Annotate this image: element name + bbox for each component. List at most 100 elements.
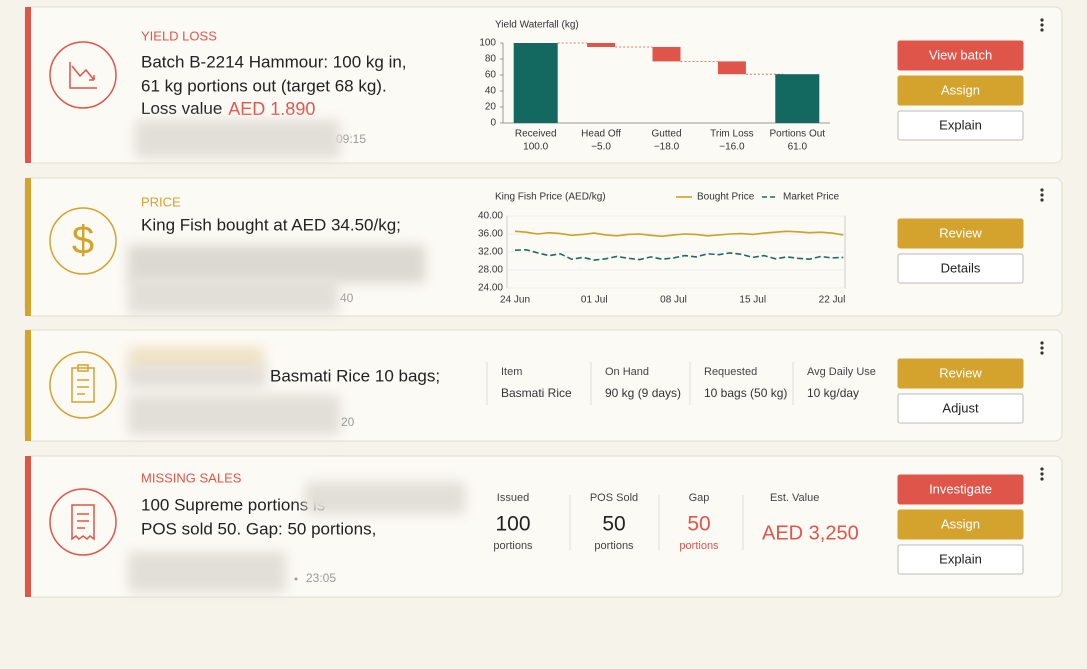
button-label: Review: [939, 225, 982, 240]
x-tick-label: Head Off: [581, 129, 621, 140]
time: 20: [341, 415, 355, 429]
value-label: −5.0: [591, 142, 611, 153]
text-line: Basmati Rice 10 bags;: [270, 366, 440, 385]
button[interactable]: Details: [897, 253, 1024, 284]
table-header: Avg Daily Use: [807, 366, 876, 378]
tag: PRICE: [141, 194, 181, 209]
stat-label: Issued: [497, 492, 529, 504]
x-tick-label: 01 Jul: [581, 295, 608, 306]
y-tick-label: 40.00: [478, 211, 503, 222]
tag: YIELD LOSS: [141, 28, 217, 43]
stat-value: AED 3,250: [762, 522, 859, 544]
bar: [587, 43, 616, 47]
x-tick-label: 08 Jul: [660, 295, 687, 306]
bar: [513, 43, 558, 123]
icon: [49, 351, 117, 419]
blur: [128, 552, 286, 592]
menu-dot: [1040, 198, 1044, 202]
value-label: 100.0: [523, 142, 548, 153]
y-tick-label: 60: [485, 70, 497, 81]
button-label: Investigate: [929, 481, 992, 496]
button-bg: [897, 358, 1024, 389]
value-label: −16.0: [719, 142, 745, 153]
y-tick-label: 80: [485, 54, 497, 65]
button[interactable]: Review: [897, 218, 1024, 249]
stat-value: 100: [495, 513, 530, 536]
time: 40: [340, 291, 354, 305]
card: Basmati Rice 10 bags; 20 Item Basmati Ric…: [24, 329, 1063, 442]
blur: [128, 245, 425, 283]
icon: [49, 41, 117, 109]
y-tick-label: 0: [490, 118, 496, 129]
button[interactable]: Investigate: [897, 474, 1024, 505]
bar: [775, 74, 820, 123]
chart-title: Yield Waterfall (kg): [495, 20, 579, 31]
accent: [25, 330, 31, 441]
button-bg: [897, 218, 1024, 249]
blur: [128, 278, 338, 314]
button-label: Review: [939, 365, 982, 380]
blur: [128, 395, 340, 435]
table-value: Basmati Rice: [501, 386, 572, 400]
button-label: Explain: [939, 551, 982, 566]
x-tick-label: 22 Jul: [819, 295, 846, 306]
menu-dot: [1040, 18, 1044, 22]
text-line: Loss value AED 1.890: [141, 99, 315, 119]
text-line: 61 kg portions out (target 68 kg).: [141, 76, 387, 95]
icon-glyph: [71, 364, 95, 403]
y-tick-label: 100: [479, 38, 496, 49]
menu-dot: [1040, 23, 1044, 27]
card: $ PRICE King Fish bought at AED 34.50/kg…: [24, 177, 1063, 317]
icon-glyph: $: [72, 219, 94, 263]
button-bg: [897, 75, 1024, 106]
button[interactable]: Adjust: [897, 393, 1024, 424]
button[interactable]: Explain: [897, 544, 1024, 575]
menu-dot: [1040, 467, 1044, 471]
button[interactable]: View batch: [897, 40, 1024, 71]
menu-dot: [1040, 341, 1044, 345]
menu-dot: [1040, 193, 1044, 197]
y-tick-label: 24.00: [478, 283, 503, 294]
table-header: Item: [501, 366, 522, 378]
button-bg: [897, 40, 1024, 71]
button-bg: [897, 253, 1024, 284]
button[interactable]: Assign: [897, 75, 1024, 106]
series-line: [514, 248, 844, 261]
blur: [305, 482, 465, 514]
button-label: Explain: [939, 117, 982, 132]
time: 09:15: [336, 132, 366, 146]
loss-label: Loss value: [141, 99, 222, 118]
button-bg: [897, 509, 1024, 540]
stat-unit: portions: [679, 540, 719, 552]
table-header: Requested: [704, 366, 757, 378]
button-label: Assign: [941, 516, 980, 531]
chart-title: King Fish Price (AED/kg): [495, 192, 606, 203]
table-value: 10 kg/day: [807, 386, 859, 400]
value-label: 61.0: [788, 142, 808, 153]
y-tick-label: 28.00: [478, 265, 503, 276]
button-bg: [897, 474, 1024, 505]
bar: [717, 61, 746, 75]
menu-dot: [1040, 28, 1044, 32]
bullet: [294, 577, 298, 581]
button[interactable]: Review: [897, 358, 1024, 389]
loss-value: AED 1.890: [228, 99, 315, 119]
text-line: POS sold 50. Gap: 50 portions,: [141, 519, 376, 538]
tag: MISSING SALES: [141, 470, 242, 485]
accent: [25, 7, 31, 163]
x-tick-label: Portions Out: [770, 129, 826, 140]
x-tick-label: 15 Jul: [739, 295, 766, 306]
x-tick-label: 24 Jun: [500, 295, 530, 306]
bar: [652, 47, 681, 62]
button-label: View batch: [929, 47, 992, 62]
button[interactable]: Assign: [897, 509, 1024, 540]
button-label: Assign: [941, 82, 980, 97]
icon: [49, 207, 117, 275]
text-line: 100 Supreme portions is: [141, 495, 325, 514]
legend-label: Market Price: [783, 192, 840, 203]
button-bg: [897, 544, 1024, 575]
text-line: Batch B-2214 Hammour: 100 kg in,: [141, 52, 407, 71]
x-tick-label: Received: [515, 129, 557, 140]
button[interactable]: Explain: [897, 110, 1024, 141]
time: 23:05: [306, 571, 336, 585]
